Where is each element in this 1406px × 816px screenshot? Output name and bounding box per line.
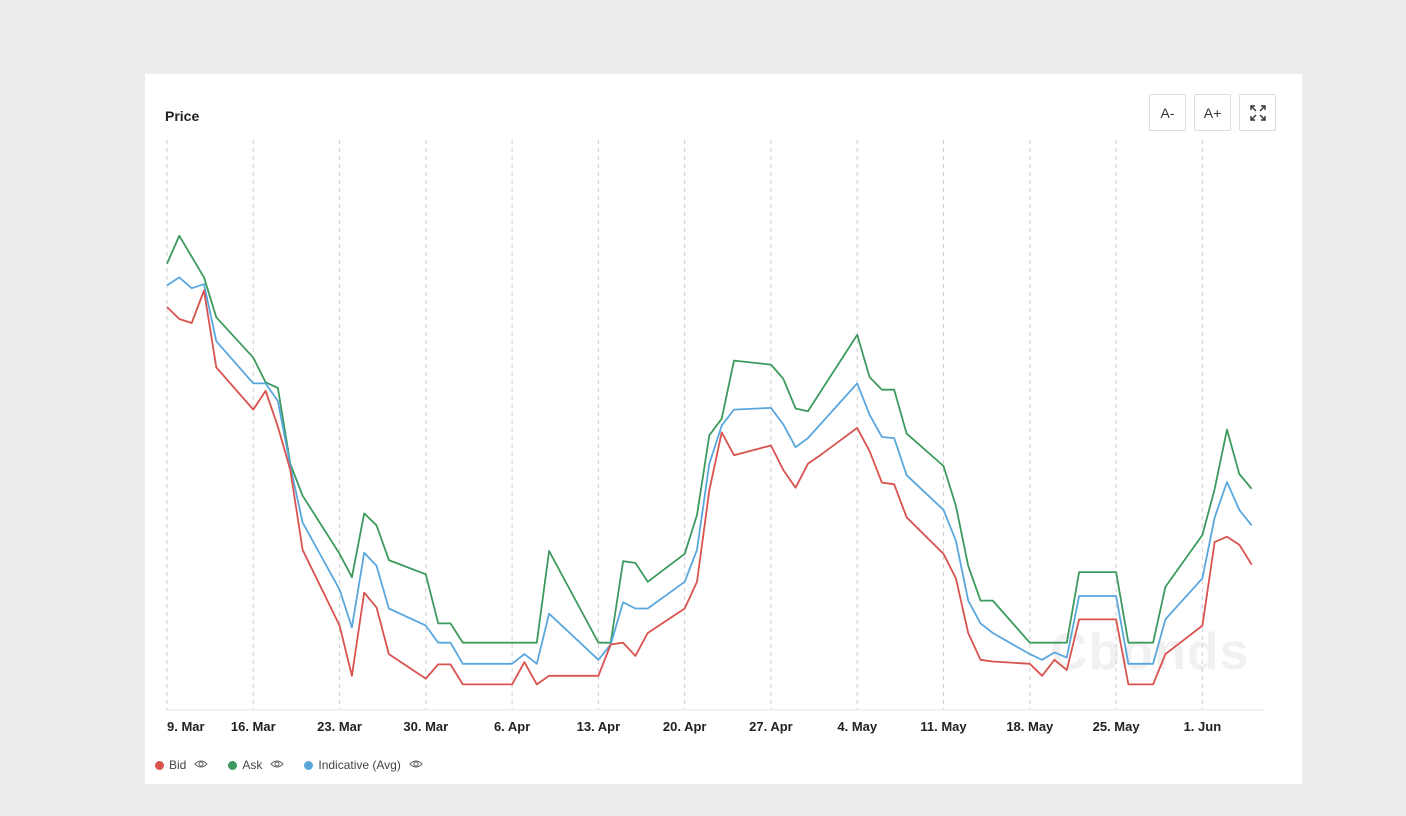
legend-label: Ask <box>242 758 263 772</box>
legend-label: Bid <box>169 758 187 772</box>
x-tick-label: 30. Mar <box>403 719 448 734</box>
font-increase-button[interactable]: A+ <box>1194 94 1231 131</box>
cbonds-watermark: Cbonds <box>1050 623 1250 681</box>
x-tick-label: 9. Mar <box>167 719 205 734</box>
chart-series <box>166 234 1253 686</box>
x-tick-label: 20. Apr <box>663 719 707 734</box>
x-tick-label: 16. Mar <box>231 719 276 734</box>
legend-label: Indicative (Avg) <box>318 758 401 772</box>
eye-icon[interactable] <box>409 758 423 772</box>
legend-item[interactable]: Ask <box>228 758 285 772</box>
legend-swatch <box>228 760 238 770</box>
x-tick-label: 11. May <box>920 719 967 734</box>
x-tick-label: 4. May <box>837 719 878 734</box>
price-line-chart: 9. Mar 16. Mar 23. Mar 30. Mar 6. Apr 13. Apr… <box>166 140 1264 734</box>
x-tick-label: 13. Apr <box>577 719 621 734</box>
legend-swatch <box>155 760 164 770</box>
legend-item[interactable]: Indicative (Avg) <box>304 758 423 772</box>
legend-swatch <box>304 760 314 770</box>
chart-legend: Bid Ask Indicative (Avg) <box>155 758 423 772</box>
series-line-indicative-avg <box>166 276 1253 665</box>
eye-icon[interactable] <box>194 758 209 772</box>
x-tick-label: 1. Jun <box>1184 719 1222 734</box>
x-tick-label: 6. Apr <box>494 719 530 734</box>
fullscreen-button[interactable] <box>1239 94 1276 131</box>
chart-grid <box>166 140 1264 711</box>
x-tick-label: 25. May <box>1093 719 1141 734</box>
x-tick-label: 18. May <box>1006 719 1054 734</box>
x-axis-ticks: 9. Mar 16. Mar 23. Mar 30. Mar 6. Apr 13. Apr… <box>167 719 1221 734</box>
chart-title: Price <box>165 108 200 124</box>
price-chart-card: Price A- A+ Cbonds 9. Mar 16. Mar 23. Mar 3… <box>145 74 1302 784</box>
x-tick-label: 27. Apr <box>749 719 793 734</box>
series-line-bid <box>166 289 1253 686</box>
chart-toolbar: A- A+ <box>1149 94 1276 131</box>
expand-icon <box>1249 104 1267 122</box>
x-tick-label: 23. Mar <box>317 719 362 734</box>
eye-icon[interactable] <box>270 758 285 772</box>
legend-item[interactable]: Bid <box>155 758 209 772</box>
font-decrease-button[interactable]: A- <box>1149 94 1186 131</box>
series-line-ask <box>166 234 1253 644</box>
